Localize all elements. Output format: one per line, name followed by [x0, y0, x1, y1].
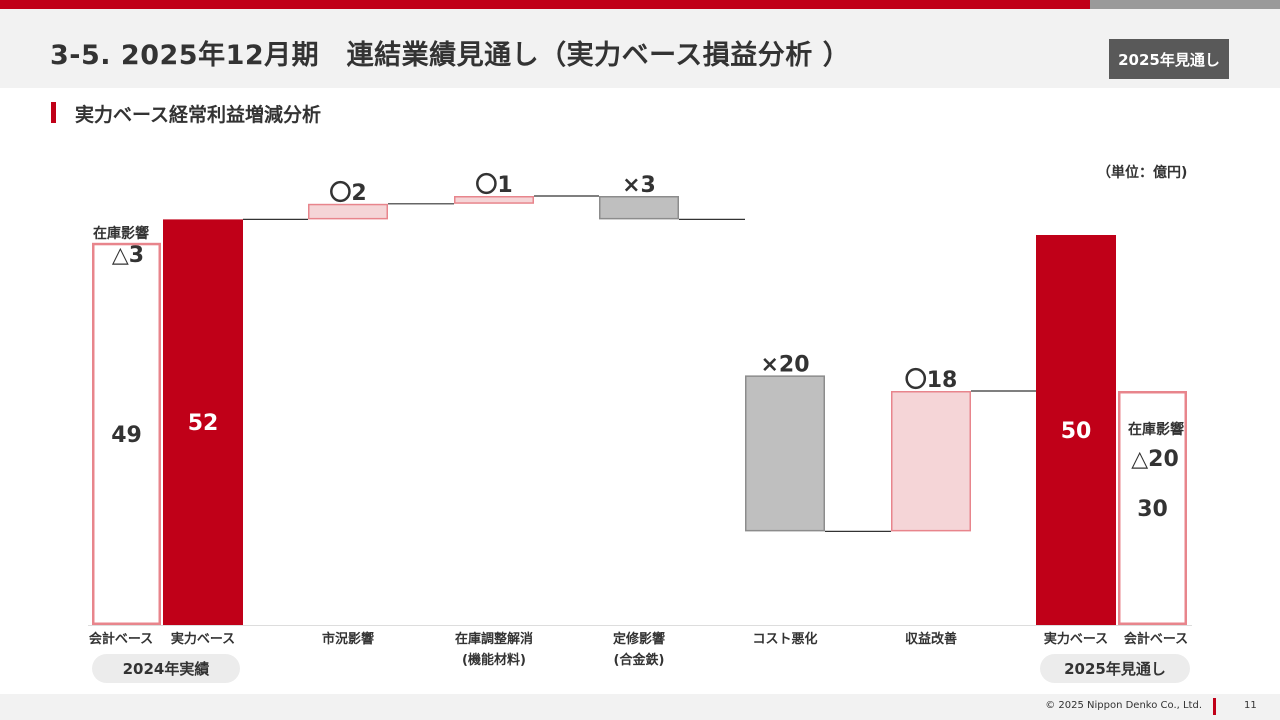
bar-b2025-actual [1036, 235, 1116, 625]
bar-revenue [891, 391, 971, 532]
category-label-inventory: 在庫調整解消 [455, 631, 533, 647]
category-sublabel-inventory: (機能材料) [462, 652, 526, 668]
category-sublabel-maintenance: (合金鉄) [614, 652, 665, 668]
category-label-b2025-accounting: 会計ベース [1124, 631, 1188, 647]
value-label-maintenance: ×3 [622, 173, 656, 198]
value-label-b2024-accounting: 49 [111, 423, 142, 448]
section-marker [51, 102, 56, 123]
bar-maintenance [599, 196, 679, 220]
category-label-cost: コスト悪化 [752, 631, 817, 647]
annotation-value-right: △20 [1131, 447, 1179, 472]
value-label-b2024-actual: 52 [188, 411, 219, 436]
group-label-2024: 2024年実績 [92, 654, 240, 683]
annotation-title-left: 在庫影響 [93, 225, 149, 242]
section-title: 実力ベース経常利益増減分析 [75, 104, 322, 126]
bar-market [308, 203, 388, 220]
group-label-2025: 2025年見通し [1040, 654, 1190, 683]
value-label-b2025-actual: 50 [1061, 419, 1092, 444]
forecast-tag: 2025年見通し [1109, 39, 1229, 79]
annotation-value-left: △3 [112, 243, 144, 268]
header: 3-5. 2025年12月期 連結業績見通し（実力ベース損益分析 ） 2025年… [0, 9, 1280, 88]
bar-b2025-accounting [1118, 391, 1187, 625]
unit-label: （単位：億円) [1097, 165, 1188, 181]
bar-b2024-actual [163, 219, 243, 625]
footer-accent [1213, 698, 1216, 715]
category-label-b2025-actual: 実力ベース [1044, 631, 1108, 647]
copyright: © 2025 Nippon Denko Co., Ltd. [1045, 700, 1202, 711]
top-accent-bar [0, 0, 1090, 9]
page-number: 11 [1244, 700, 1257, 711]
top-gray-bar [1090, 0, 1280, 9]
value-label-market: 〇2 [329, 181, 366, 206]
bar-inventory [454, 196, 534, 204]
footer: © 2025 Nippon Denko Co., Ltd. 11 [0, 694, 1280, 720]
category-label-revenue: 収益改善 [905, 631, 957, 647]
category-label-maintenance: 定修影響 [612, 631, 665, 647]
bar-b2024-accounting [92, 242, 161, 626]
value-label-b2025-accounting: 30 [1137, 497, 1168, 522]
bar-cost [745, 375, 825, 532]
category-label-b2024-actual: 実力ベース [171, 631, 235, 647]
category-label-b2024-accounting: 会計ベース [89, 631, 153, 647]
value-label-inventory: 〇1 [475, 173, 512, 198]
annotation-title-right: 在庫影響 [1128, 421, 1184, 438]
value-label-revenue: 〇18 [905, 368, 958, 393]
value-label-cost: ×20 [760, 352, 809, 377]
page-title: 3-5. 2025年12月期 連結業績見通し（実力ベース損益分析 ） [50, 40, 851, 71]
category-label-market: 市況影響 [322, 631, 374, 647]
